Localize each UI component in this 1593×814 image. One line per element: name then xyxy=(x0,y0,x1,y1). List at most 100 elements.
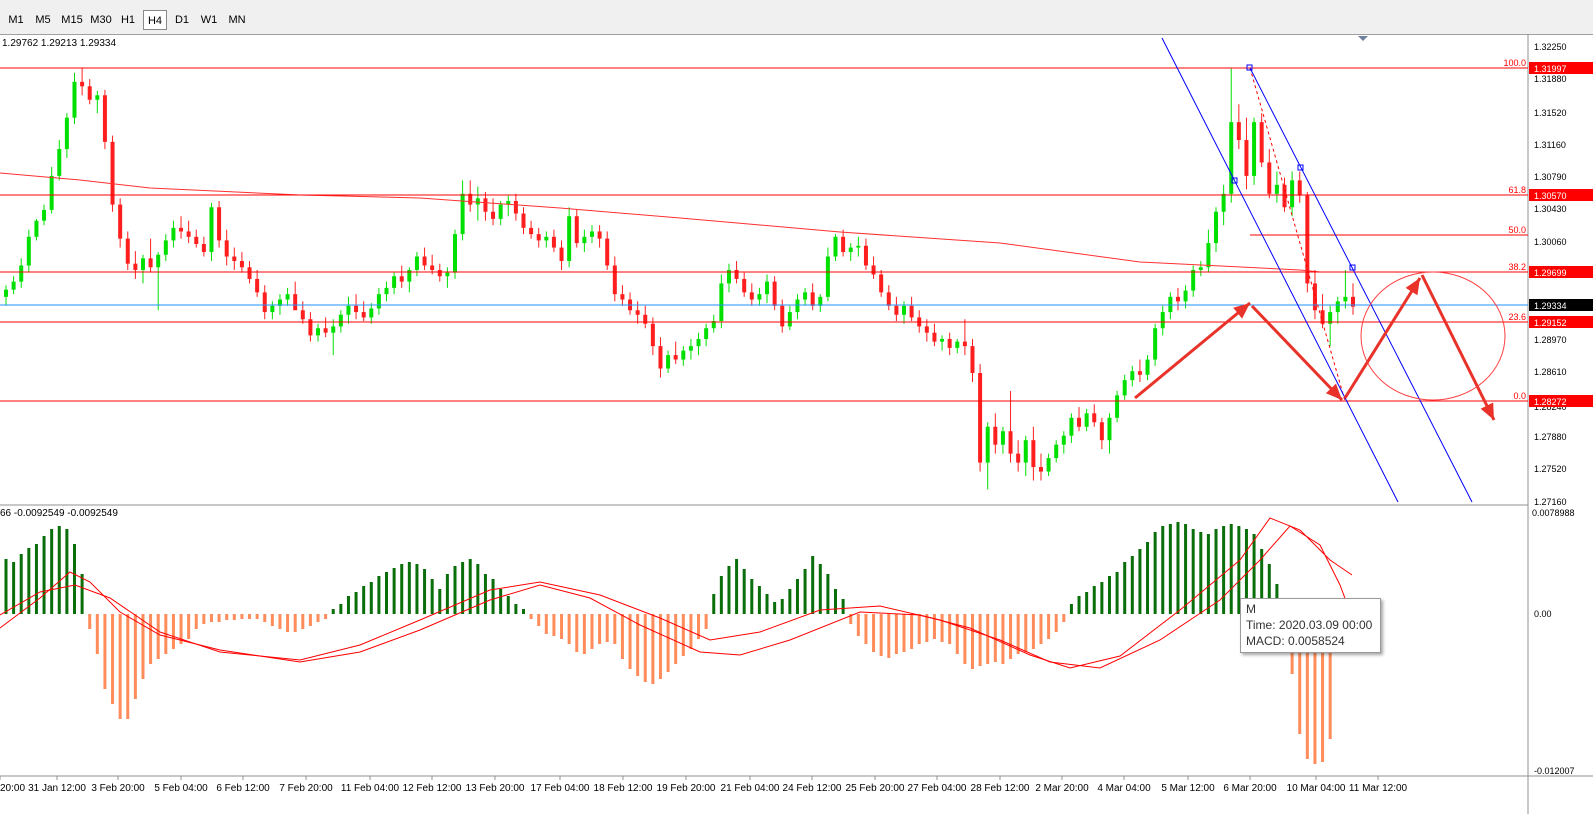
candle-bull xyxy=(681,350,686,360)
time-axis-label: 20:00 xyxy=(0,783,25,794)
candle-bear xyxy=(620,294,625,300)
price-tag-bg xyxy=(1529,62,1593,74)
timeframe-m30-button[interactable]: M30 xyxy=(90,14,112,26)
macd-histogram-bar xyxy=(818,564,822,614)
macd-histogram-bar xyxy=(674,614,678,664)
timeframe-w1-button[interactable]: W1 xyxy=(200,14,218,26)
price-tag-bg xyxy=(1529,316,1593,328)
macd-histogram-bar xyxy=(270,614,274,626)
macd-histogram-bar xyxy=(773,602,777,614)
macd-histogram-bar xyxy=(263,614,267,622)
candle-bull xyxy=(460,193,465,235)
candle-bear xyxy=(1008,431,1013,454)
macd-histogram-bar xyxy=(1039,614,1043,644)
candle-bull xyxy=(277,299,282,306)
candle-bull xyxy=(34,220,39,237)
macd-histogram-bar xyxy=(50,529,54,614)
timeframe-m15-button[interactable]: M15 xyxy=(61,14,83,26)
macd-tooltip: M Time: 2020.03.09 00:00 MACD: 0.0058524 xyxy=(1240,598,1381,653)
macd-histogram-bar xyxy=(788,589,792,614)
fib-level-label: 23.6 xyxy=(1508,312,1526,322)
macd-histogram-bar xyxy=(1199,532,1203,614)
fib-price-tag: 1.29152 xyxy=(1534,318,1567,328)
candle-bear xyxy=(605,238,610,266)
macd-histogram-bar xyxy=(1054,614,1058,632)
macd-histogram-bar xyxy=(1016,614,1020,654)
macd-histogram-bar xyxy=(879,614,883,656)
candle-bear xyxy=(841,236,846,253)
time-axis-label: 5 Mar 12:00 xyxy=(1161,783,1215,794)
candle-bear xyxy=(201,243,206,253)
candle-bear xyxy=(734,269,739,279)
channel-handle[interactable] xyxy=(1231,177,1238,184)
channel-line-upper xyxy=(1249,67,1473,503)
candle-bull xyxy=(19,265,24,282)
timeframe-m5-button[interactable]: M5 xyxy=(35,14,51,26)
candle-bull xyxy=(955,341,960,348)
macd-histogram-bar xyxy=(377,576,381,614)
price-axis-label: 1.30790 xyxy=(1534,172,1567,182)
macd-histogram-bar xyxy=(461,562,465,614)
time-axis-label: 3 Feb 20:00 xyxy=(91,783,145,794)
candle-bear xyxy=(179,227,184,232)
candle-bear xyxy=(323,328,328,333)
time-axis-label: 21 Feb 04:00 xyxy=(721,783,780,794)
macd-histogram-bar xyxy=(65,529,69,614)
candle-bear xyxy=(742,278,747,293)
macd-histogram-bar xyxy=(1024,614,1028,652)
candle-bear xyxy=(87,86,92,100)
time-axis-label: 11 Feb 04:00 xyxy=(341,783,400,794)
candle-bear xyxy=(239,261,244,268)
macd-histogram-bar xyxy=(301,614,305,629)
macd-histogram-bar xyxy=(856,614,860,636)
candle-bear xyxy=(894,305,899,315)
timeframe-m1-button[interactable]: M1 xyxy=(8,14,24,26)
macd-histogram-bar xyxy=(506,596,510,614)
candle-bull xyxy=(407,269,412,282)
candle-bear xyxy=(962,341,967,347)
price-axis-label: 1.28970 xyxy=(1534,335,1567,345)
candle-bull xyxy=(384,287,389,295)
channel-handle[interactable] xyxy=(1349,264,1356,271)
macd-histogram-bar xyxy=(605,614,609,642)
candle-bull xyxy=(848,247,853,253)
candle-bear xyxy=(468,193,473,205)
channel-handle[interactable] xyxy=(1297,164,1304,171)
fib-anchor-handle[interactable] xyxy=(1246,64,1253,71)
macd-histogram-bar xyxy=(1077,596,1081,614)
timeframe-mn-button[interactable]: MN xyxy=(228,14,246,26)
macd-histogram-bar xyxy=(308,614,312,626)
candle-bear xyxy=(133,263,138,270)
candle-bull xyxy=(11,281,16,290)
candle-bull xyxy=(376,294,381,309)
macd-histogram-bar xyxy=(324,614,328,619)
chart-canvas[interactable]: 1.32250 1.31880 1.31520 1.31160 1.30790 1.304… xyxy=(0,34,1593,814)
macd-histogram-bar xyxy=(1298,614,1302,734)
macd-histogram-bar xyxy=(1047,614,1051,639)
macd-histogram-bar xyxy=(681,614,685,656)
fib-level-label: 38.2 xyxy=(1508,262,1526,272)
candle-bull xyxy=(787,312,792,327)
candle-bear xyxy=(1259,122,1264,163)
candle-bull xyxy=(719,283,724,322)
macd-histogram-bar xyxy=(940,614,944,642)
price-axis-label: 1.28610 xyxy=(1534,367,1567,377)
candle-bull xyxy=(1046,458,1051,472)
macd-histogram-bar xyxy=(628,614,632,669)
macd-histogram-bar xyxy=(278,614,282,629)
candle-bear xyxy=(483,198,488,212)
timeframe-d1-button[interactable]: D1 xyxy=(174,14,190,26)
macd-histogram-bar xyxy=(1229,524,1233,614)
timeframe-h4-button[interactable]: H4 xyxy=(143,10,167,30)
timeframe-h1-button[interactable]: H1 xyxy=(120,14,136,26)
macd-histogram-bar xyxy=(400,564,404,614)
candle-bear xyxy=(1236,122,1241,141)
macd-histogram-bar xyxy=(392,568,396,614)
macd-histogram-bar xyxy=(499,589,503,614)
macd-histogram-bar xyxy=(95,614,99,654)
chart-shift-marker[interactable] xyxy=(1358,36,1368,41)
macd-histogram-bar xyxy=(339,604,343,614)
candle-bull xyxy=(1183,290,1188,302)
macd-histogram-bar xyxy=(293,614,297,632)
arrow-up-1 xyxy=(1134,301,1251,400)
